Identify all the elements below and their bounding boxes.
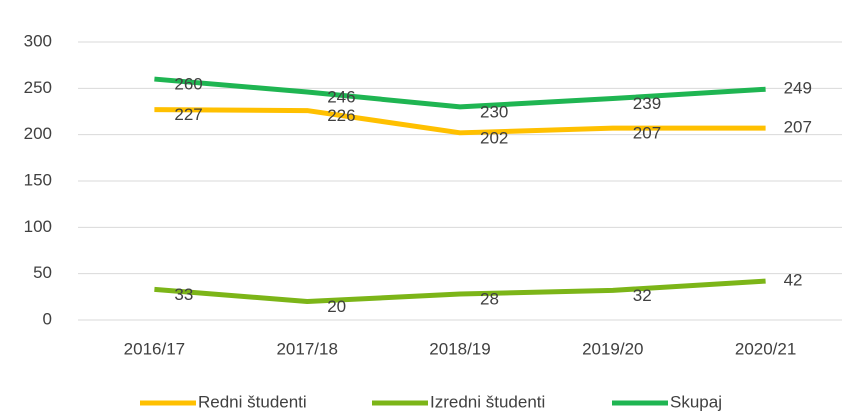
data-label: 249 [784, 79, 812, 98]
data-label: 33 [174, 285, 193, 304]
data-label: 207 [784, 118, 812, 137]
data-label: 207 [633, 124, 661, 143]
legend-label: Redni študenti [198, 392, 307, 411]
data-label: 32 [633, 286, 652, 305]
series-line [154, 76, 766, 110]
x-tick-label: 2020/21 [735, 339, 796, 358]
data-label: 230 [480, 102, 508, 121]
series-line [154, 278, 766, 304]
y-tick-label: 150 [24, 170, 52, 189]
y-tick-label: 300 [24, 31, 52, 50]
x-tick-label: 2019/20 [582, 339, 643, 358]
data-label: 246 [327, 88, 355, 107]
x-tick-label: 2016/17 [124, 339, 185, 358]
data-label: 239 [633, 94, 661, 113]
data-label: 28 [480, 290, 499, 309]
y-tick-label: 50 [33, 263, 52, 282]
data-label: 202 [480, 128, 508, 147]
legend-label: Skupaj [670, 392, 722, 411]
data-label: 226 [327, 106, 355, 125]
x-tick-label: 2018/19 [429, 339, 490, 358]
data-label: 227 [174, 105, 202, 124]
x-tick-label: 2017/18 [276, 339, 337, 358]
data-label: 42 [784, 271, 803, 290]
data-label: 260 [174, 75, 202, 94]
legend-label: Izredni študenti [430, 392, 545, 411]
series-line [154, 107, 766, 136]
y-tick-label: 250 [24, 78, 52, 97]
data-label: 20 [327, 297, 346, 316]
y-tick-label: 100 [24, 217, 52, 236]
y-tick-label: 200 [24, 124, 52, 143]
y-tick-label: 0 [43, 309, 52, 328]
